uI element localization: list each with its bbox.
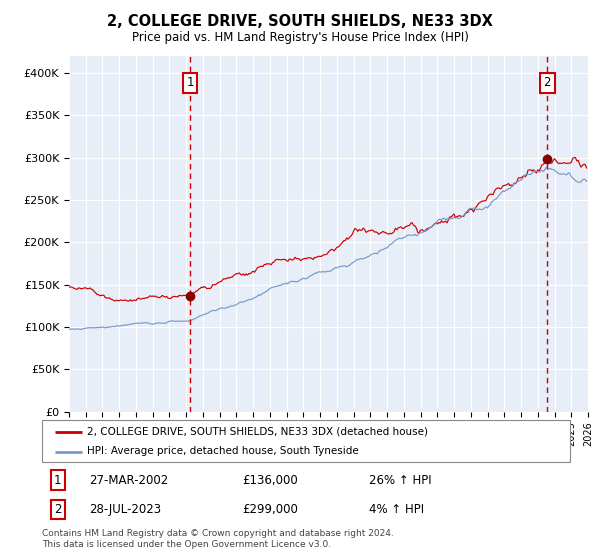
Text: HPI: Average price, detached house, South Tyneside: HPI: Average price, detached house, Sout… (87, 446, 359, 456)
Text: £299,000: £299,000 (242, 503, 299, 516)
Text: 2, COLLEGE DRIVE, SOUTH SHIELDS, NE33 3DX: 2, COLLEGE DRIVE, SOUTH SHIELDS, NE33 3D… (107, 14, 493, 29)
Text: 26% ↑ HPI: 26% ↑ HPI (370, 474, 432, 487)
FancyBboxPatch shape (42, 420, 570, 462)
Text: 2: 2 (54, 503, 62, 516)
Bar (563, 56, 588, 412)
Text: Price paid vs. HM Land Registry's House Price Index (HPI): Price paid vs. HM Land Registry's House … (131, 31, 469, 44)
Text: Contains HM Land Registry data © Crown copyright and database right 2024.
This d: Contains HM Land Registry data © Crown c… (42, 529, 394, 549)
Text: 2, COLLEGE DRIVE, SOUTH SHIELDS, NE33 3DX (detached house): 2, COLLEGE DRIVE, SOUTH SHIELDS, NE33 3D… (87, 427, 428, 437)
Text: 4% ↑ HPI: 4% ↑ HPI (370, 503, 424, 516)
Text: £136,000: £136,000 (242, 474, 298, 487)
Text: 2: 2 (544, 76, 551, 89)
Text: 28-JUL-2023: 28-JUL-2023 (89, 503, 161, 516)
Text: 1: 1 (186, 76, 194, 89)
Text: 27-MAR-2002: 27-MAR-2002 (89, 474, 169, 487)
Text: 1: 1 (54, 474, 62, 487)
